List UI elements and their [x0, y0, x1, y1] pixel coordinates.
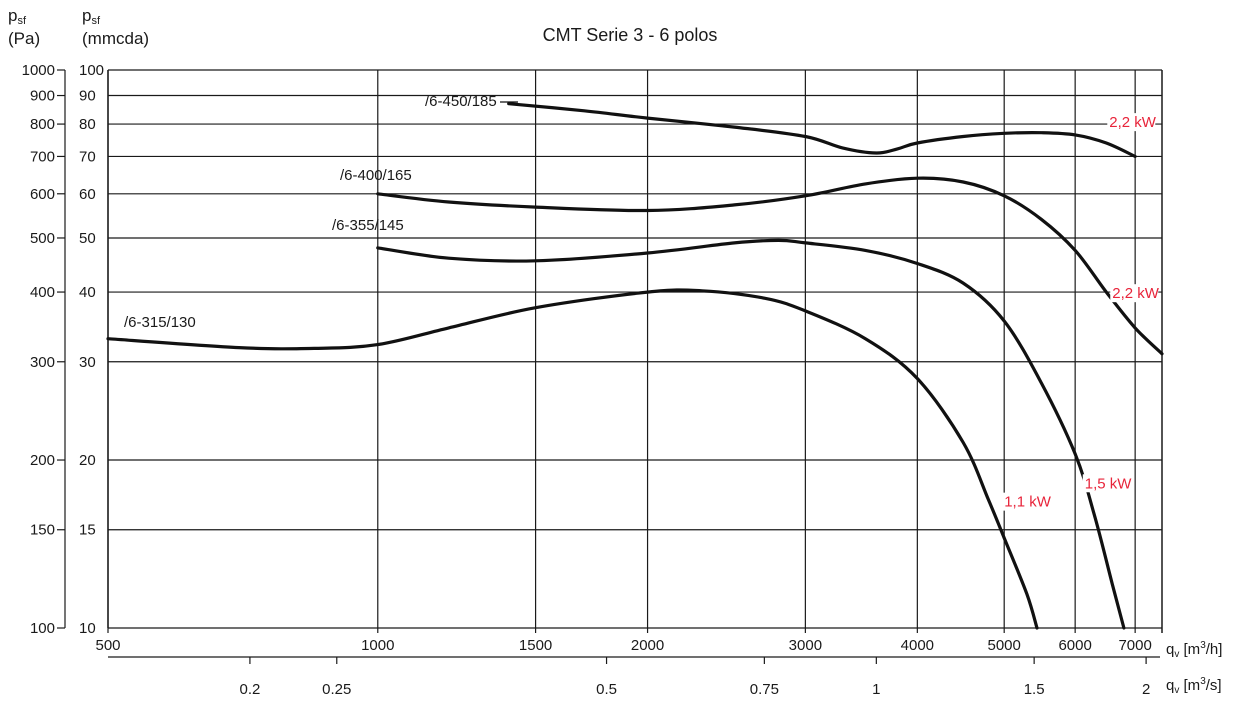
power-label: 2,2 kW: [1112, 285, 1160, 302]
power-label: 1,1 kW: [1004, 494, 1052, 511]
power-label-bg: [1107, 113, 1156, 132]
series-curve-6-400165: [376, 176, 1164, 356]
series-label: /6-315/130: [124, 314, 196, 331]
power-label-bg: [1002, 492, 1051, 511]
y-left-tick-label: 700: [30, 148, 55, 165]
series-curve-6-315130: [106, 288, 1039, 630]
power-label: 2,2 kW: [1109, 114, 1157, 131]
y-left-tick-label: 800: [30, 116, 55, 133]
y-inner-unit: (mmcda): [82, 29, 149, 48]
y-inner-tick-label: 50: [79, 230, 96, 247]
series-label: /6-355/145: [332, 217, 404, 234]
x-secondary-tick-label: 0.75: [750, 681, 779, 698]
y-inner-tick-label: 20: [79, 452, 96, 469]
y-inner-tick-label: 80: [79, 116, 96, 133]
x-secondary-axis-unit: qv [m3/s]: [1166, 676, 1222, 696]
x-secondary-tick-label: 0.2: [239, 681, 260, 698]
y-inner-tick-label: 15: [79, 522, 96, 539]
x-secondary-tick-label: 1.5: [1024, 681, 1045, 698]
x-axis-unit: qv [m3/h]: [1166, 640, 1222, 660]
y-left-symbol: psf: [8, 6, 27, 27]
y-left-tick-label: 100: [30, 620, 55, 637]
series-curve-6-450185: [507, 102, 1137, 158]
y-inner-tick-label: 30: [79, 354, 96, 371]
y-inner-tick-label: 10: [79, 620, 96, 637]
x-secondary-tick-label: 2: [1142, 681, 1150, 698]
series-label: /6-400/165: [340, 167, 412, 184]
y-left-tick-label: 500: [30, 230, 55, 247]
y-inner-symbol: psf: [82, 6, 101, 27]
y-left-tick-label: 400: [30, 284, 55, 301]
x-secondary-tick-label: 1: [872, 681, 880, 698]
y-inner-tick-label: 100: [79, 62, 104, 79]
chart-title: CMT Serie 3 - 6 polos: [543, 25, 718, 45]
series-curve-6-355145: [376, 238, 1126, 630]
x-tick-label: 500: [95, 637, 120, 654]
y-inner-tick-label: 40: [79, 284, 96, 301]
x-tick-label: 7000: [1118, 637, 1151, 654]
label-layer: /6-315/130/6-355/145/6-400/165/6-450/185…: [124, 93, 1160, 511]
power-label-bg: [1082, 474, 1131, 493]
y-left-tick-label: 600: [30, 186, 55, 203]
y-left-tick-label: 200: [30, 452, 55, 469]
series-label: /6-450/185: [425, 93, 497, 110]
x-tick-label: 1000: [361, 637, 394, 654]
x-tick-label: 4000: [901, 637, 934, 654]
x-tick-label: 5000: [988, 637, 1021, 654]
power-label-bg: [1110, 284, 1159, 303]
y-left-unit: (Pa): [8, 29, 40, 48]
x-secondary-tick-label: 0.25: [322, 681, 351, 698]
x-tick-label: 2000: [631, 637, 664, 654]
y-inner-tick-label: 60: [79, 186, 96, 203]
y-left-tick-label: 900: [30, 88, 55, 105]
y-left-tick-label: 300: [30, 354, 55, 371]
grid-layer: [107, 69, 1163, 633]
power-label: 1,5 kW: [1085, 475, 1133, 492]
y-inner-tick-label: 90: [79, 88, 96, 105]
x-tick-label: 1500: [519, 637, 552, 654]
x-secondary-tick-label: 0.5: [596, 681, 617, 698]
x-tick-label: 3000: [789, 637, 822, 654]
y-left-tick-label: 1000: [22, 62, 55, 79]
y-left-tick-label: 150: [30, 522, 55, 539]
x-tick-label: 6000: [1058, 637, 1091, 654]
y-inner-tick-label: 70: [79, 148, 96, 165]
